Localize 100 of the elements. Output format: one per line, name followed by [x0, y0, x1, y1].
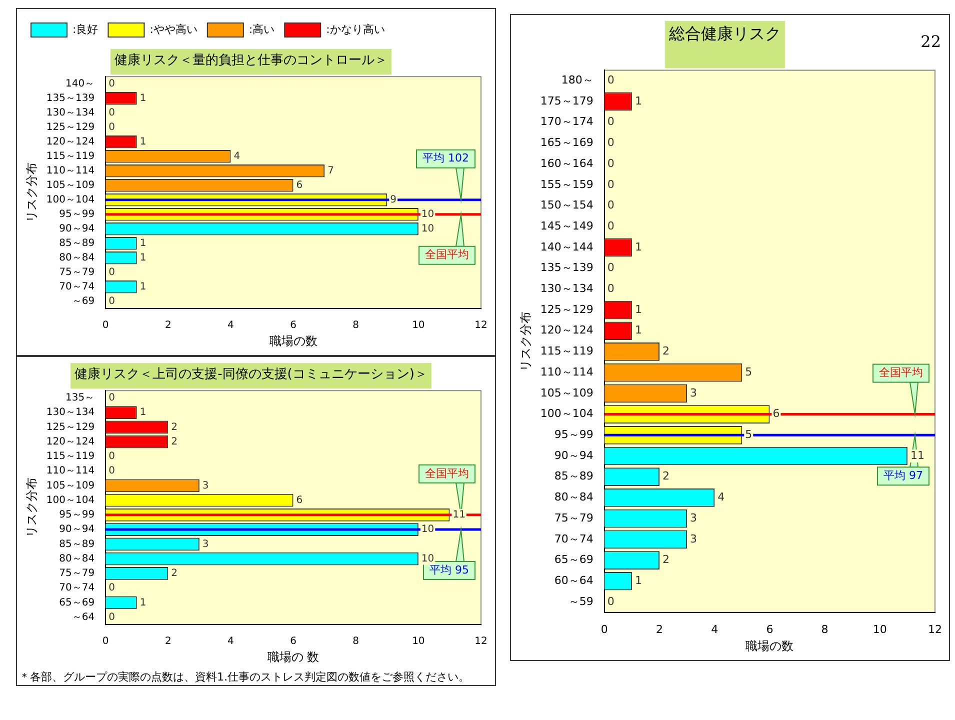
data-label: 10	[421, 208, 434, 220]
data-label: 0	[108, 122, 115, 133]
y-tick-label: 65～69	[554, 553, 594, 566]
legend-label: :やや高い	[150, 22, 198, 36]
data-label: 7	[328, 165, 334, 176]
x-tick-label: 0	[600, 622, 608, 636]
data-label: 1	[140, 281, 146, 292]
y-tick-label: 130～134	[46, 407, 95, 418]
chart-title: 健康リスク＜上司の支援-同僚の支援(コミュニケーション)＞	[74, 367, 428, 382]
data-label: 2	[662, 344, 670, 358]
y-tick-label: 120～124	[46, 136, 95, 148]
x-tick-label: 12	[928, 622, 942, 636]
data-label: 0	[607, 219, 614, 232]
y-tick-label: 105～109	[540, 386, 594, 400]
y-tick-label: 105～109	[46, 480, 95, 492]
data-label: 1	[634, 240, 642, 254]
data-label: 0	[607, 136, 614, 150]
y-tick-label: 85～89	[59, 538, 95, 550]
y-tick-label: 85～89	[59, 238, 95, 249]
data-label: 0	[607, 594, 614, 608]
y-tick-label: 70～74	[59, 281, 95, 292]
y-tick-label: 155～159	[540, 178, 594, 191]
data-label: 6	[296, 494, 303, 506]
data-label: 1	[634, 574, 642, 587]
data-label: 11	[910, 448, 924, 462]
y-tick-label: 110～114	[46, 165, 95, 176]
data-label: 1	[634, 94, 642, 108]
data-label: 0	[607, 282, 614, 296]
y-tick-label: 160～164	[540, 156, 594, 170]
x-tick-label: 12	[474, 320, 488, 332]
data-label: 10	[421, 553, 434, 564]
y-tick-label: 170～174	[540, 115, 594, 128]
data-label: 1	[140, 238, 146, 249]
x-tick-label: 12	[474, 636, 488, 648]
data-label: 0	[108, 107, 115, 118]
data-label: 2	[662, 553, 670, 566]
data-label: 0	[108, 612, 115, 623]
data-label: 2	[171, 422, 178, 433]
y-tick-label: 115～119	[46, 150, 95, 162]
y-tick-label: ～59	[568, 594, 594, 608]
data-label: 3	[690, 511, 698, 524]
y-tick-label: 110～114	[540, 365, 594, 378]
y-axis-title: リスク分布	[24, 162, 38, 223]
data-label: 9	[390, 194, 397, 206]
data-label: 0	[607, 198, 614, 212]
data-label: 2	[171, 436, 178, 448]
x-axis-title: 職場の 数	[267, 650, 320, 664]
ref-line-label: 全国平均	[425, 248, 469, 262]
y-tick-label: 120～124	[46, 436, 95, 448]
y-tick-label: 125～129	[540, 302, 594, 316]
y-tick-label: 165～169	[540, 136, 594, 150]
y-tick-label: 80～84	[59, 553, 95, 564]
x-tick-label: 8	[821, 622, 828, 636]
y-axis-title: リスク分布	[518, 311, 532, 372]
x-tick-label: 6	[290, 636, 296, 648]
x-tick-label: 4	[228, 636, 234, 648]
data-label: 0	[108, 582, 115, 594]
y-tick-label: 135～	[65, 392, 95, 404]
data-label: 0	[607, 115, 614, 128]
data-label: 3	[690, 532, 698, 546]
data-label: 10	[421, 223, 434, 234]
data-label: 0	[607, 73, 614, 86]
data-label: 0	[108, 466, 115, 477]
y-tick-label: 120～124	[540, 324, 594, 337]
data-label: 4	[234, 150, 240, 162]
y-tick-label: 145～149	[540, 219, 594, 232]
data-label: 0	[108, 296, 115, 307]
x-tick-label: 2	[164, 320, 172, 332]
y-tick-label: 130～134	[540, 282, 594, 296]
y-tick-label: 70～74	[59, 582, 95, 594]
data-label: 0	[108, 451, 115, 462]
x-tick-label: 0	[102, 636, 109, 648]
x-tick-label: 2	[656, 622, 663, 636]
data-label: 5	[745, 428, 752, 441]
y-tick-label: 80～84	[554, 490, 594, 504]
data-label: 2	[171, 568, 178, 580]
y-tick-label: 130～134	[46, 107, 95, 118]
y-tick-label: 90～94	[59, 524, 95, 536]
y-tick-label: ～69	[72, 296, 95, 307]
ref-line-label: 平均 102	[422, 152, 470, 165]
data-label: 0	[607, 178, 614, 191]
x-axis-title: 職場の数	[746, 638, 794, 653]
ref-line-label: 全国平均	[425, 466, 469, 480]
ref-line-label: 平均 97	[884, 469, 924, 482]
y-tick-label: 75～79	[59, 568, 95, 580]
x-tick-label: 8	[352, 636, 360, 648]
data-label: 2	[662, 470, 670, 483]
data-label: 1	[140, 407, 146, 418]
y-tick-label: 105～109	[46, 180, 95, 191]
x-tick-label: 4	[228, 320, 234, 332]
data-label: 1	[634, 324, 642, 337]
x-tick-label: 10	[412, 320, 425, 332]
data-label: 0	[607, 156, 614, 170]
y-tick-label: 180～	[561, 73, 594, 86]
y-tick-label: 125～129	[46, 122, 95, 133]
y-tick-label: 80～84	[59, 252, 95, 264]
y-tick-label: 65～69	[59, 597, 95, 608]
y-tick-label: 100～104	[540, 407, 594, 420]
y-tick-label: 100～104	[46, 494, 95, 506]
y-tick-label: 90～94	[554, 448, 594, 462]
